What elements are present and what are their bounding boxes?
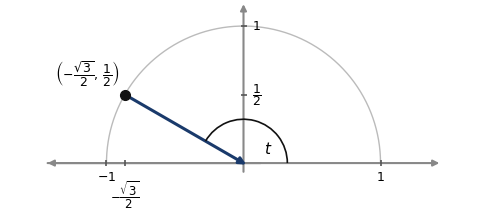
Text: $1$: $1$ — [376, 171, 385, 184]
Text: $t$: $t$ — [264, 141, 272, 157]
Text: $-\dfrac{\sqrt{3}}{2}$: $-\dfrac{\sqrt{3}}{2}$ — [110, 179, 139, 211]
Text: $1$: $1$ — [252, 20, 261, 33]
Text: $\left(-\dfrac{\sqrt{3}}{2},\,\dfrac{1}{2}\right)$: $\left(-\dfrac{\sqrt{3}}{2},\,\dfrac{1}{… — [55, 59, 119, 89]
Text: $-1$: $-1$ — [97, 171, 116, 184]
Text: $\dfrac{1}{2}$: $\dfrac{1}{2}$ — [252, 82, 262, 108]
